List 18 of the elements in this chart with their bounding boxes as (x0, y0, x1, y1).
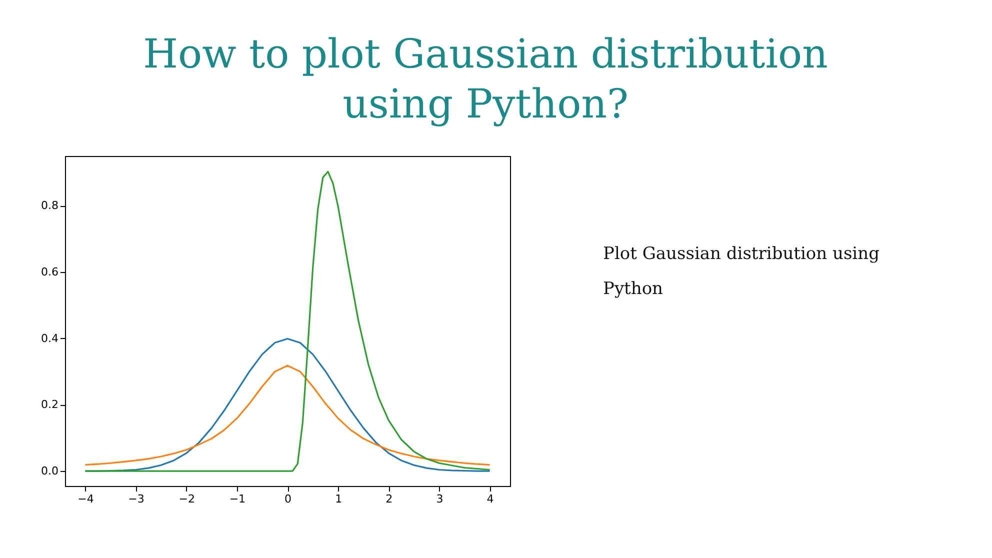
x-tick-label: 0 (284, 492, 292, 506)
y-tick-label: 0.0 (41, 464, 58, 478)
x-tick-label: 3 (436, 492, 444, 506)
x-tick-label: 1 (335, 492, 342, 506)
y-tick-label: 0.4 (41, 332, 58, 345)
x-tick-label: 4 (486, 492, 494, 506)
chart-title: How to plot Gaussian distribution using Python? (143, 32, 828, 128)
line-series (84, 364, 491, 466)
x-tick-label: −2 (178, 492, 195, 506)
y-tick-label: 0.8 (41, 199, 58, 212)
y-tick-label: 0.6 (41, 266, 58, 279)
x-tick-label: −3 (128, 492, 144, 506)
line-series (84, 170, 491, 472)
x-tick-label: −4 (78, 492, 94, 506)
x-tick-label: 2 (386, 492, 393, 506)
text: Plot Gaussian distribution using Python (603, 244, 880, 299)
y-tick-label: 0.2 (41, 398, 58, 412)
x-tick-label: −1 (229, 492, 246, 506)
